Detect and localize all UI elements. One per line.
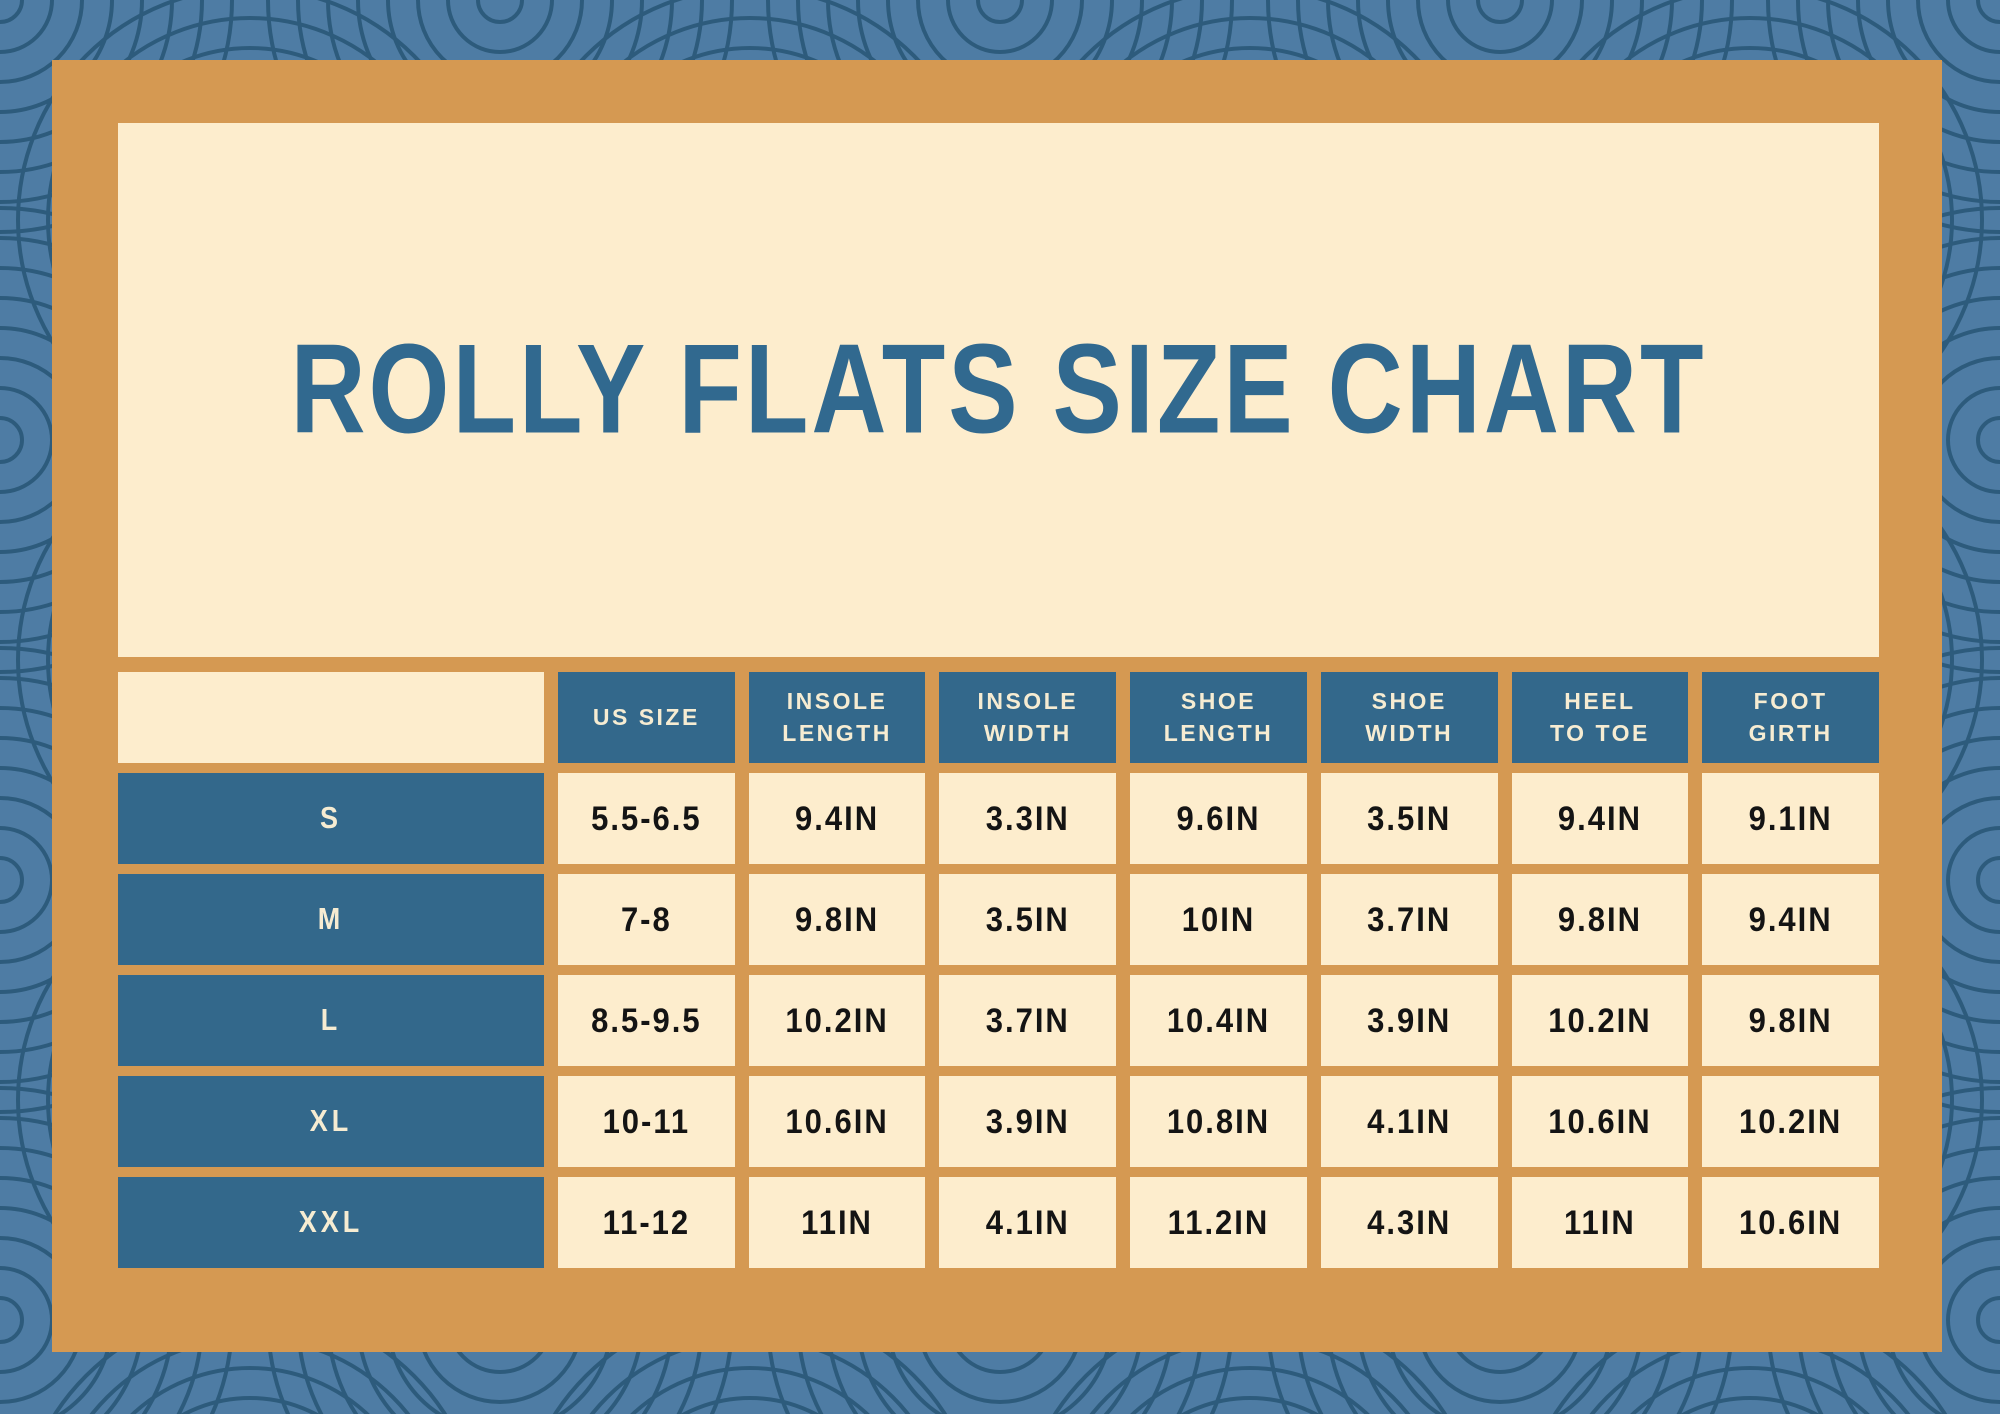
value-cell: 10.6IN xyxy=(1511,1076,1689,1167)
value-cell: 4.1IN xyxy=(939,1177,1117,1268)
value-cell: 3.3IN xyxy=(939,773,1117,864)
value-cell: 9.4IN xyxy=(748,773,926,864)
value-cell: 9.6IN xyxy=(1130,773,1307,864)
value-cell: 8.5-9.5 xyxy=(558,975,735,1066)
row-label-m: M xyxy=(118,874,544,965)
cell-value: 10.2IN xyxy=(1738,1101,1843,1141)
cell-value: 11.2IN xyxy=(1167,1202,1270,1242)
column-header-text: SHOE WIDTH xyxy=(1365,688,1454,746)
column-header-shoe-width: SHOE WIDTH xyxy=(1320,672,1498,763)
cell-value: 7-8 xyxy=(620,899,672,939)
column-header-text: FOOT GIRTH xyxy=(1748,688,1833,746)
cell-value: 11-12 xyxy=(602,1202,691,1242)
value-cell: 11IN xyxy=(748,1177,926,1268)
value-cell: 9.1IN xyxy=(1702,773,1879,864)
value-cell: 10.2IN xyxy=(1511,975,1689,1066)
value-cell: 11IN xyxy=(1511,1177,1689,1268)
cell-value: 10IN xyxy=(1181,899,1256,939)
cell-value: 3.9IN xyxy=(985,1101,1070,1141)
column-header-insole-length: INSOLE LENGTH xyxy=(748,672,926,763)
cell-value: 4.1IN xyxy=(985,1202,1070,1242)
cell-value: 8.5-9.5 xyxy=(591,1000,702,1040)
cell-value: 9.8IN xyxy=(1557,899,1642,939)
row-label-xl: XL xyxy=(118,1076,544,1167)
cell-value: 3.3IN xyxy=(985,798,1070,838)
cell-value: 10.6IN xyxy=(1738,1202,1843,1242)
cell-value: 9.8IN xyxy=(1748,1000,1833,1040)
value-cell: 4.3IN xyxy=(1320,1177,1498,1268)
value-cell: 3.7IN xyxy=(1320,874,1498,965)
value-cell: 10.2IN xyxy=(1702,1076,1879,1167)
cell-value: 10.8IN xyxy=(1166,1101,1271,1141)
cell-value: 3.5IN xyxy=(985,899,1070,939)
column-header-text: INSOLE LENGTH xyxy=(782,688,892,746)
cell-value: 10-11 xyxy=(602,1101,691,1141)
value-cell: 4.1IN xyxy=(1320,1076,1498,1167)
row-label-text: S xyxy=(319,801,342,835)
cell-value: 10.2IN xyxy=(1548,1000,1652,1040)
page-title: ROLLY FLATS SIZE CHART xyxy=(290,318,1707,461)
value-cell: 9.8IN xyxy=(1511,874,1689,965)
cell-value: 9.1IN xyxy=(1748,798,1833,838)
row-label-s: S xyxy=(118,773,544,864)
cell-value: 3.9IN xyxy=(1367,1000,1452,1040)
column-header-us-size: US SIZE xyxy=(558,672,735,763)
title-panel: ROLLY FLATS SIZE CHART xyxy=(118,123,1879,657)
row-label-text: L xyxy=(320,1003,342,1037)
cell-value: 11IN xyxy=(801,1202,873,1242)
column-header-text: SHOE LENGTH xyxy=(1163,688,1274,746)
value-cell: 10-11 xyxy=(558,1076,735,1167)
value-cell: 11.2IN xyxy=(1130,1177,1307,1268)
row-label-text: XL xyxy=(309,1104,353,1138)
value-cell: 9.4IN xyxy=(1702,874,1879,965)
cell-value: 9.8IN xyxy=(795,899,880,939)
cell-value: 9.4IN xyxy=(1557,798,1642,838)
value-cell: 10.6IN xyxy=(1702,1177,1879,1268)
column-header-foot-girth: FOOT GIRTH xyxy=(1702,672,1879,763)
value-cell: 3.5IN xyxy=(1320,773,1498,864)
value-cell: 3.9IN xyxy=(1320,975,1498,1066)
cell-value: 9.4IN xyxy=(1748,899,1833,939)
cell-value: 4.3IN xyxy=(1367,1202,1452,1242)
table-corner-cell xyxy=(118,672,544,763)
cell-value: 11IN xyxy=(1564,1202,1636,1242)
cell-value: 3.7IN xyxy=(1367,899,1452,939)
cell-value: 9.6IN xyxy=(1176,798,1261,838)
row-label-l: L xyxy=(118,975,544,1066)
cell-value: 10.4IN xyxy=(1166,1000,1271,1040)
value-cell: 3.7IN xyxy=(939,975,1117,1066)
column-header-text: HEEL TO TOE xyxy=(1550,688,1650,746)
cell-value: 5.5-6.5 xyxy=(591,798,702,838)
value-cell: 10IN xyxy=(1130,874,1307,965)
cell-value: 10.6IN xyxy=(1548,1101,1652,1141)
value-cell: 9.4IN xyxy=(1511,773,1689,864)
column-header-heel-to-toe: HEEL TO TOE xyxy=(1511,672,1689,763)
value-cell: 10.2IN xyxy=(748,975,926,1066)
column-header-text: INSOLE WIDTH xyxy=(977,688,1079,746)
value-cell: 9.8IN xyxy=(1702,975,1879,1066)
column-header-insole-width: INSOLE WIDTH xyxy=(939,672,1117,763)
size-chart-table: US SIZE INSOLE LENGTH INSOLE WIDTH SHOE … xyxy=(118,672,1879,1268)
row-label-text: XXL xyxy=(298,1205,364,1239)
cell-value: 10.6IN xyxy=(785,1101,889,1141)
value-cell: 7-8 xyxy=(558,874,735,965)
cell-value: 9.4IN xyxy=(795,798,880,838)
cell-value: 3.7IN xyxy=(985,1000,1070,1040)
value-cell: 3.5IN xyxy=(939,874,1117,965)
value-cell: 11-12 xyxy=(558,1177,735,1268)
row-label-text: M xyxy=(317,902,345,936)
cell-value: 10.2IN xyxy=(785,1000,889,1040)
cell-value: 4.1IN xyxy=(1367,1101,1452,1141)
value-cell: 5.5-6.5 xyxy=(558,773,735,864)
value-cell: 10.6IN xyxy=(748,1076,926,1167)
value-cell: 10.8IN xyxy=(1130,1076,1307,1167)
column-header-text: US SIZE xyxy=(592,703,700,730)
value-cell: 9.8IN xyxy=(748,874,926,965)
cell-value: 3.5IN xyxy=(1367,798,1452,838)
column-header-shoe-length: SHOE LENGTH xyxy=(1130,672,1307,763)
value-cell: 3.9IN xyxy=(939,1076,1117,1167)
value-cell: 10.4IN xyxy=(1130,975,1307,1066)
row-label-xxl: XXL xyxy=(118,1177,544,1268)
